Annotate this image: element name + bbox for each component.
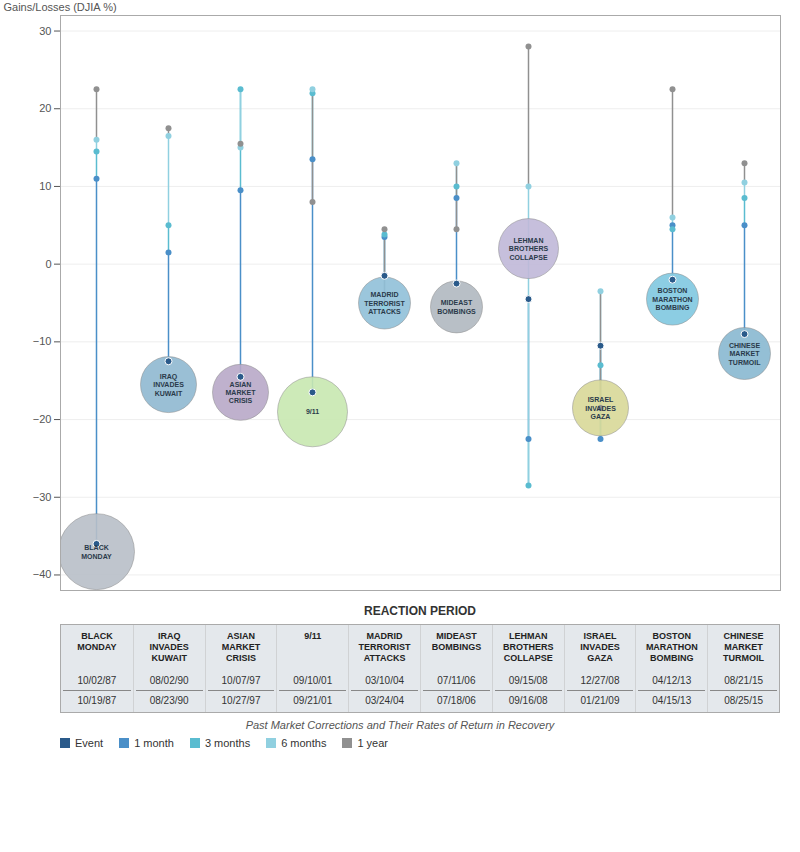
- html-text:BOSTON MARATHON BOMBING: BOSTON MARATHON BOMBING: [645, 631, 698, 663]
- html-text:09/16/08: 09/16/08: [508, 695, 548, 706]
- svg-text:20: 20: [39, 102, 51, 114]
- html-text:3 months: 3 months: [204, 737, 251, 749]
- svg-text:Gains/Losses (DJIA %): Gains/Losses (DJIA %): [4, 1, 117, 13]
- html-text:01/21/09: 01/21/09: [580, 695, 620, 706]
- html-text:04/15/13: 04/15/13: [652, 695, 692, 706]
- html-text:08/25/15: 08/25/15: [724, 695, 764, 706]
- svg-text:30: 30: [39, 25, 51, 37]
- html-text:10/02/87: 10/02/87: [77, 675, 117, 686]
- svg-text:−40: −40: [33, 568, 52, 580]
- svg-text:0: 0: [45, 258, 51, 270]
- html-text:MIDEAST BOMBINGS: MIDEAST BOMBINGS: [431, 631, 482, 652]
- svg-text:ASIANMARKETCRISIS: ASIANMARKETCRISIS: [226, 381, 257, 405]
- html-text:08/02/90: 08/02/90: [149, 675, 189, 686]
- html-text:LEHMAN BROTHERS COLLAPSE: LEHMAN BROTHERS COLLAPSE: [502, 631, 554, 663]
- html-text:Event: Event: [75, 737, 104, 749]
- html-text:08/21/15: 08/21/15: [724, 675, 764, 686]
- html-text:MADRID TERRORIST ATTACKS: MADRID TERRORIST ATTACKS: [358, 631, 411, 663]
- svg-text:ISRAELINVADESGAZA: ISRAELINVADESGAZA: [585, 396, 616, 420]
- html-text:ASIAN MARKET CRISIS: ASIAN MARKET CRISIS: [221, 631, 261, 663]
- html-text:12/27/08: 12/27/08: [580, 675, 620, 686]
- html-text:REACTION PERIOD: REACTION PERIOD: [364, 604, 476, 618]
- html-text:BLACK MONDAY: BLACK MONDAY: [77, 631, 117, 652]
- svg-text:MADRIDTERRORISTATTACKS: MADRIDTERRORISTATTACKS: [364, 291, 405, 315]
- html-text:08/23/90: 08/23/90: [149, 695, 189, 706]
- html-text:09/21/01: 09/21/01: [293, 695, 333, 706]
- svg-text:9/11: 9/11: [306, 408, 319, 415]
- html-text:1 month: 1 month: [134, 737, 174, 749]
- svg-text:10: 10: [39, 180, 51, 192]
- html-text:07/18/06: 07/18/06: [436, 695, 476, 706]
- html-text:04/12/13: 04/12/13: [652, 675, 692, 686]
- html-text:03/24/04: 03/24/04: [365, 695, 405, 706]
- html-text:1 year: 1 year: [357, 737, 388, 749]
- svg-text:−30: −30: [33, 491, 52, 503]
- svg-text:MIDEASTBOMBINGS: MIDEASTBOMBINGS: [437, 299, 476, 314]
- svg-text:LEHMANBROTHERSCOLLAPSE: LEHMANBROTHERSCOLLAPSE: [509, 237, 549, 261]
- svg-text:−20: −20: [33, 413, 52, 425]
- html-text:10/27/97: 10/27/97: [221, 695, 261, 706]
- html-text:09/10/01: 09/10/01: [293, 675, 333, 686]
- html-text:ISRAEL INVADES GAZA: ISRAEL INVADES GAZA: [580, 631, 620, 663]
- html-text:CHINESE MARKET TURMOIL: CHINESE MARKET TURMOIL: [723, 631, 765, 663]
- html-text:IRAQ INVADES KUWAIT: IRAQ INVADES KUWAIT: [149, 631, 189, 663]
- svg-text:BLACKMONDAY: BLACKMONDAY: [81, 544, 112, 559]
- html-text:9/11: 9/11: [304, 631, 322, 641]
- html-text:10/07/97: 10/07/97: [221, 675, 261, 686]
- html-text:10/19/87: 10/19/87: [77, 695, 117, 706]
- html-text:09/15/08: 09/15/08: [508, 675, 548, 686]
- html-text:07/11/06: 07/11/06: [437, 675, 476, 686]
- html-text:6 months: 6 months: [281, 737, 327, 749]
- html-text:03/10/04: 03/10/04: [365, 675, 405, 686]
- svg-text:CHINESEMARKETTURMOIL: CHINESEMARKETTURMOIL: [729, 342, 762, 366]
- svg-text:−10: −10: [33, 335, 52, 347]
- svg-text:IRAQINVADESKUWAIT: IRAQINVADESKUWAIT: [153, 373, 184, 397]
- html-text:Past Market Corrections and Th: Past Market Corrections and Their Rates …: [245, 719, 555, 731]
- svg-text:BOSTONMARATHONBOMBING: BOSTONMARATHONBOMBING: [652, 287, 692, 311]
